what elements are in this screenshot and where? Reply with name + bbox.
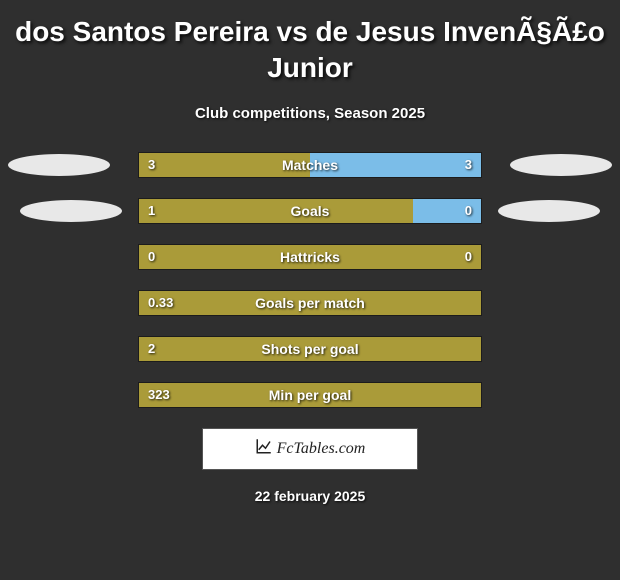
stat-row: Goals1 0 bbox=[138, 198, 482, 224]
stat-value-left: 323 bbox=[148, 382, 170, 408]
stat-row: Goals per match0.33 bbox=[138, 290, 482, 316]
chart-icon bbox=[255, 437, 273, 460]
stats-area: Matches33Goals10Hattricks00Goals per mat… bbox=[0, 152, 620, 408]
avatar-placeholder-left-2 bbox=[20, 200, 122, 222]
stat-row: Hattricks0 0 bbox=[138, 244, 482, 270]
stat-row: Matches3 3 bbox=[138, 152, 482, 178]
stat-row: Min per goal323 bbox=[138, 382, 482, 408]
stat-label: Shots per goal bbox=[138, 336, 482, 362]
stat-value-left: 3 bbox=[148, 152, 155, 178]
stat-value-right: 0 bbox=[465, 244, 472, 270]
stat-label: Matches bbox=[138, 152, 482, 178]
stat-value-left: 0.33 bbox=[148, 290, 173, 316]
page-title: dos Santos Pereira vs de Jesus InvenÃ§Ã£… bbox=[0, 0, 620, 87]
stat-value-left: 1 bbox=[148, 198, 155, 224]
avatar-placeholder-right-2 bbox=[498, 200, 600, 222]
stat-row: Shots per goal2 bbox=[138, 336, 482, 362]
stat-label: Goals bbox=[138, 198, 482, 224]
brand-text: FcTables.com bbox=[277, 440, 366, 458]
avatar-placeholder-right-1 bbox=[510, 154, 612, 176]
stat-label: Goals per match bbox=[138, 290, 482, 316]
brand-badge: FcTables.com bbox=[202, 428, 418, 470]
stat-value-left: 2 bbox=[148, 336, 155, 362]
stat-value-right: 0 bbox=[465, 198, 472, 224]
stat-label: Min per goal bbox=[138, 382, 482, 408]
page-subtitle: Club competitions, Season 2025 bbox=[0, 105, 620, 122]
footer-date: 22 february 2025 bbox=[0, 488, 620, 504]
stat-value-left: 0 bbox=[148, 244, 155, 270]
stat-label: Hattricks bbox=[138, 244, 482, 270]
avatar-placeholder-left-1 bbox=[8, 154, 110, 176]
stat-value-right: 3 bbox=[465, 152, 472, 178]
